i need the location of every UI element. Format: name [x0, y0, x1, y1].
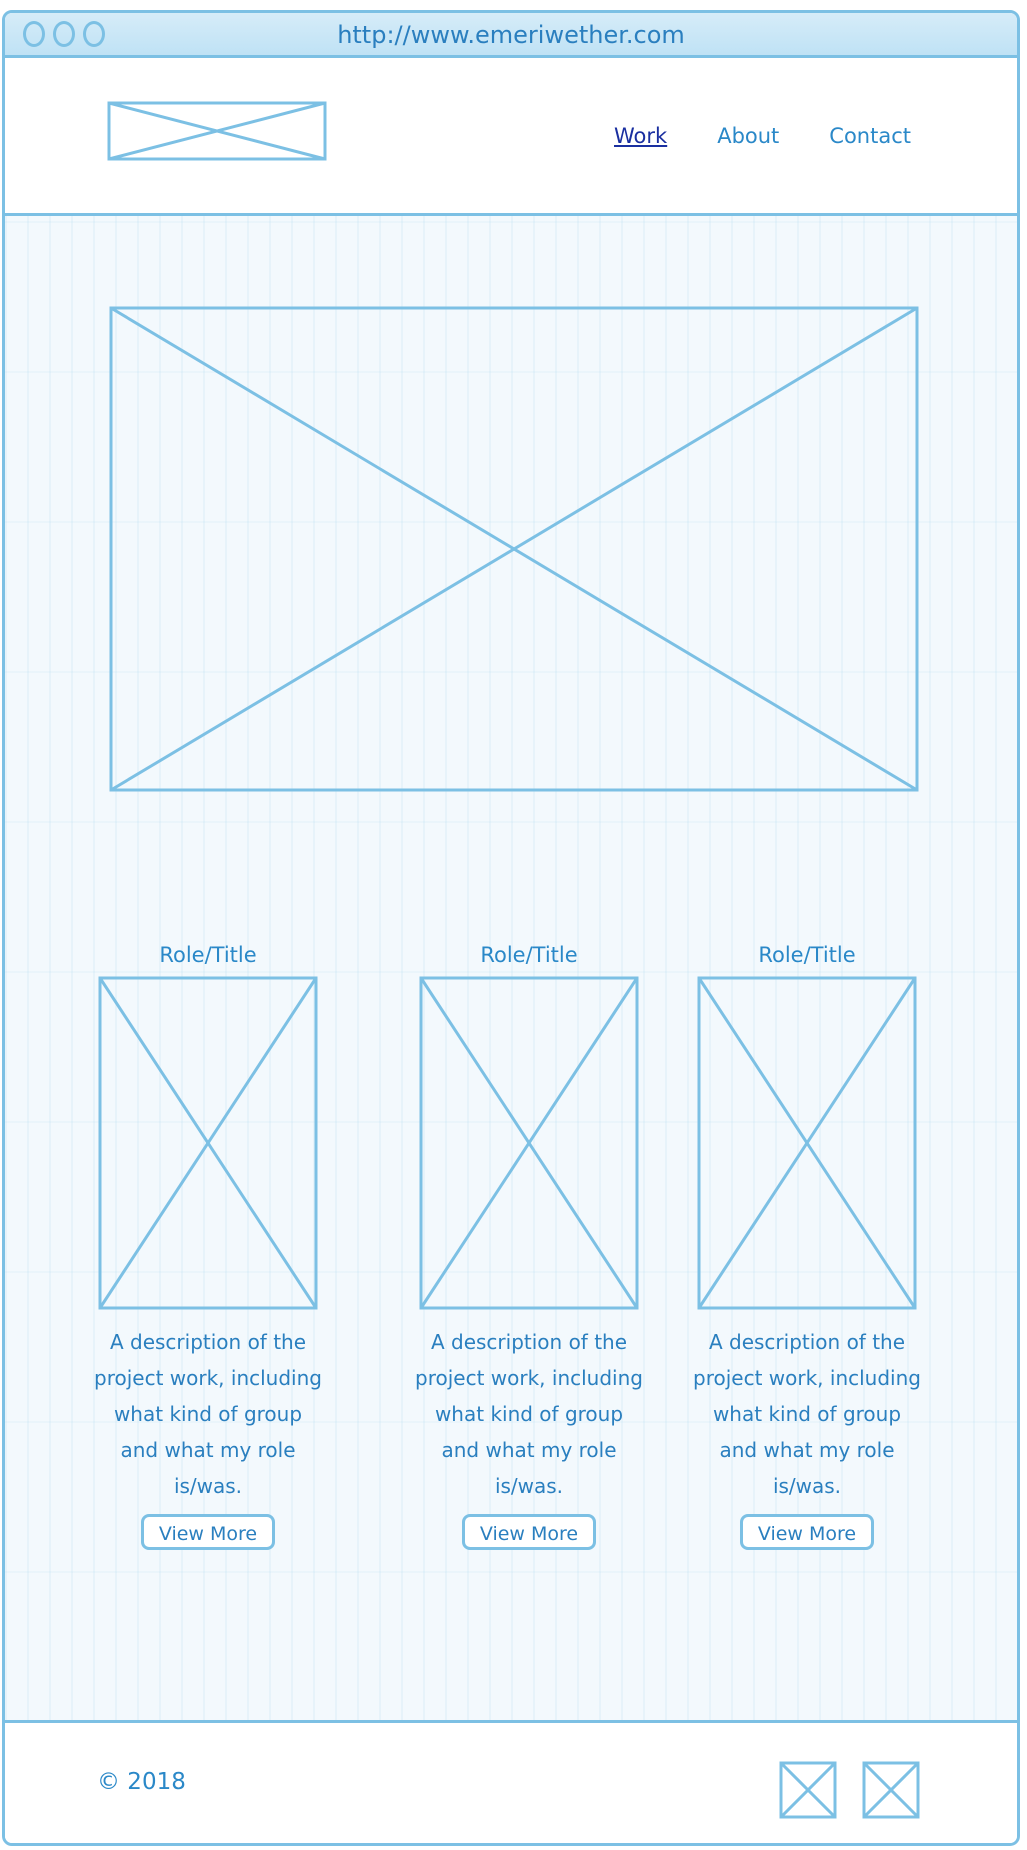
- social-link-placeholder-icon[interactable]: [862, 1761, 920, 1819]
- window-control-dot[interactable]: [53, 21, 75, 47]
- view-more-button[interactable]: View More: [740, 1514, 874, 1550]
- nav-link-work[interactable]: Work: [614, 124, 668, 148]
- project-role-title: Role/Title: [480, 943, 578, 967]
- project-card: Role/Title A description of the project …: [414, 940, 644, 1550]
- window-control-dot[interactable]: [83, 21, 105, 47]
- view-more-button[interactable]: View More: [141, 1514, 275, 1550]
- project-description: A description of the project work, inclu…: [94, 1330, 322, 1498]
- project-description: A description of the project work, inclu…: [415, 1330, 643, 1498]
- main-content: Role/Title A description of the project …: [5, 216, 1017, 1723]
- copyright-text: © 2018: [97, 1769, 186, 1795]
- site-footer: © 2018: [5, 1720, 1017, 1843]
- nav-link-about[interactable]: About: [717, 124, 780, 148]
- project-role-title: Role/Title: [758, 943, 856, 967]
- url-bar: http://www.emeriwether.com: [5, 13, 1017, 58]
- main-nav: Work About Contact: [614, 124, 911, 148]
- project-description: A description of the project work, inclu…: [693, 1330, 921, 1498]
- window-controls: [23, 21, 105, 47]
- nav-link-contact[interactable]: Contact: [829, 124, 911, 148]
- site-header: Work About Contact: [5, 58, 1017, 216]
- social-link-placeholder-icon[interactable]: [779, 1761, 837, 1819]
- hero-image-placeholder-icon: [109, 306, 919, 792]
- window-control-dot[interactable]: [23, 21, 45, 47]
- project-role-title: Role/Title: [159, 943, 257, 967]
- view-more-button[interactable]: View More: [462, 1514, 596, 1550]
- project-card: Role/Title A description of the project …: [692, 940, 922, 1550]
- logo-placeholder-icon[interactable]: [107, 101, 327, 161]
- project-card: Role/Title A description of the project …: [93, 940, 323, 1550]
- project-image-placeholder-icon[interactable]: [98, 976, 318, 1310]
- browser-window: http://www.emeriwether.com Work About Co…: [2, 10, 1020, 1846]
- project-image-placeholder-icon[interactable]: [697, 976, 917, 1310]
- url-text[interactable]: http://www.emeriwether.com: [337, 21, 685, 49]
- project-image-placeholder-icon[interactable]: [419, 976, 639, 1310]
